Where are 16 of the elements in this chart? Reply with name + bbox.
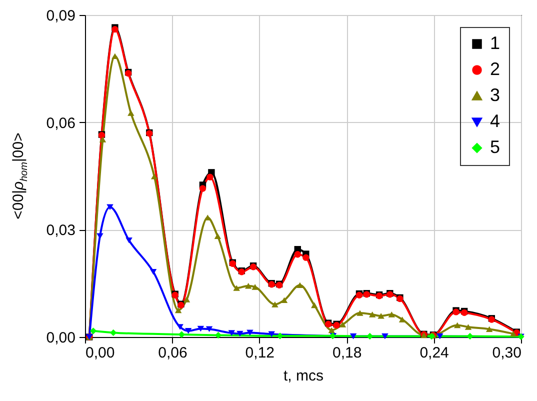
legend-label: 2	[490, 59, 500, 79]
x-tick-label: 0,12	[245, 344, 274, 362]
y-tick-label: 0,06	[46, 114, 76, 132]
y-tick-label: 0,00	[46, 330, 76, 346]
x-axis-title: t, mcs	[284, 368, 324, 384]
x-tick-label: 0,18	[332, 344, 362, 362]
legend-label: 4	[490, 111, 500, 131]
y-tick-label: 0,03	[46, 222, 76, 240]
legend-label: 3	[490, 85, 500, 105]
legend-label: 5	[490, 137, 500, 157]
legend-label: 1	[490, 33, 500, 53]
x-tick-label: 0,06	[158, 344, 188, 362]
x-tick-label: 0,24	[420, 344, 449, 362]
x-tick-label: 0,30	[492, 344, 522, 362]
x-tick-label: 0,00	[86, 344, 115, 362]
y-tick-label: 0,09	[46, 8, 76, 24]
